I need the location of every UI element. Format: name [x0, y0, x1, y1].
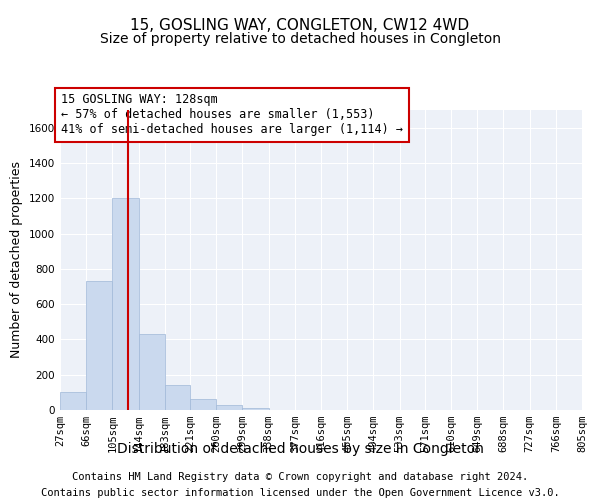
Bar: [190, 400, 217, 410]
Text: 15, GOSLING WAY, CONGLETON, CW12 4WD: 15, GOSLING WAY, CONGLETON, CW12 4WD: [130, 18, 470, 32]
Text: Contains HM Land Registry data © Crown copyright and database right 2024.: Contains HM Land Registry data © Crown c…: [72, 472, 528, 482]
Bar: [112, 198, 139, 410]
Text: Distribution of detached houses by size in Congleton: Distribution of detached houses by size …: [116, 442, 484, 456]
Text: Size of property relative to detached houses in Congleton: Size of property relative to detached ho…: [100, 32, 500, 46]
Text: 15 GOSLING WAY: 128sqm
← 57% of detached houses are smaller (1,553)
41% of semi-: 15 GOSLING WAY: 128sqm ← 57% of detached…: [61, 94, 403, 136]
Bar: [217, 404, 242, 410]
Bar: [139, 334, 164, 410]
Bar: [242, 408, 269, 410]
Bar: [86, 281, 112, 410]
Bar: [164, 386, 190, 410]
Y-axis label: Number of detached properties: Number of detached properties: [10, 162, 23, 358]
Bar: [60, 392, 86, 410]
Text: Contains public sector information licensed under the Open Government Licence v3: Contains public sector information licen…: [41, 488, 559, 498]
